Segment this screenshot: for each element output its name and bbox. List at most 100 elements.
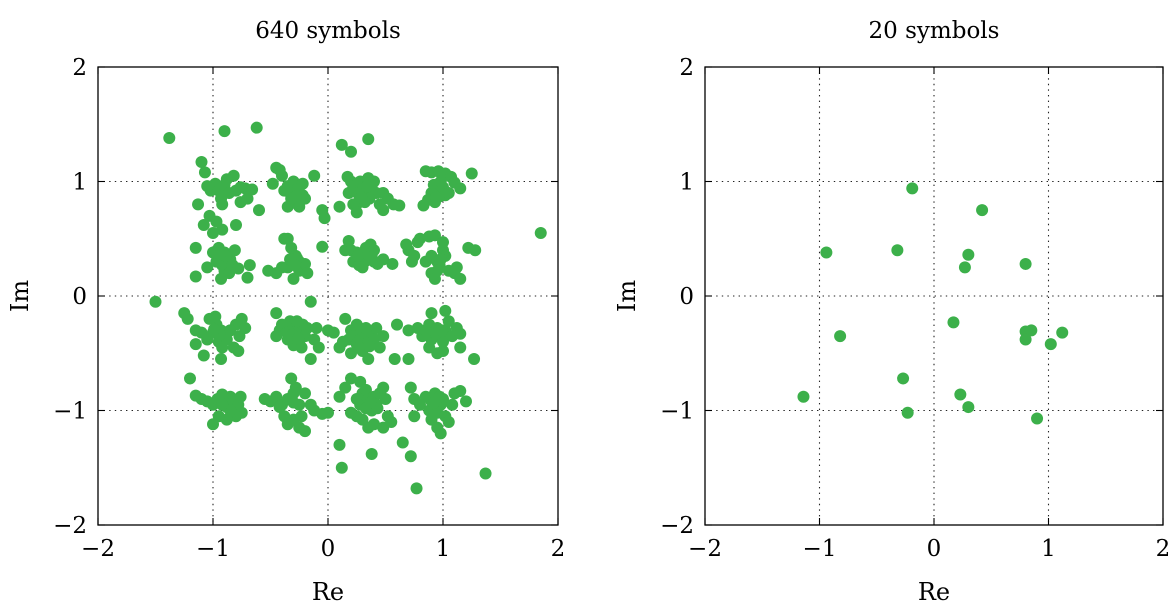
data-point (958, 261, 971, 274)
data-point (266, 177, 279, 190)
data-point (1025, 324, 1038, 337)
data-point (1056, 326, 1069, 339)
data-point (446, 398, 459, 411)
data-point (198, 166, 211, 179)
data-point (181, 312, 194, 325)
data-point (253, 204, 265, 217)
data-point (288, 259, 301, 272)
data-point (391, 318, 403, 331)
scatter-panel-640-symbols: −2 −1 0 1 2 −2 −1 0 1 2 640 symbols Re Im (6, 18, 565, 606)
data-point (149, 295, 162, 308)
data-point (402, 352, 415, 365)
x-tick-label: 1 (1041, 536, 1056, 562)
y-tick-label: 2 (72, 55, 87, 81)
data-point (270, 307, 283, 320)
data-point (479, 467, 492, 480)
x-tick-label: −1 (196, 536, 230, 562)
y-tick-label: −2 (660, 513, 694, 539)
chart-title: 20 symbols (869, 18, 1000, 44)
y-tick-label: 1 (72, 170, 87, 196)
data-point (345, 406, 357, 419)
data-point (454, 182, 467, 195)
data-point (301, 267, 314, 280)
data-point (962, 248, 975, 261)
data-point (220, 173, 233, 186)
data-point (834, 330, 847, 343)
y-tick-label: −1 (660, 399, 694, 425)
data-point (373, 341, 386, 354)
data-point (215, 272, 228, 285)
data-point (388, 352, 401, 365)
data-point (341, 170, 354, 183)
data-point (335, 138, 348, 151)
data-point (218, 125, 231, 138)
data-point (189, 241, 202, 254)
data-point (345, 145, 357, 158)
data-point (299, 425, 311, 438)
y-axis-label: Im (6, 280, 34, 312)
data-point (454, 272, 467, 285)
data-point (163, 131, 176, 144)
data-point (359, 322, 372, 335)
data-point (797, 390, 810, 403)
data-point (450, 261, 463, 274)
data-point (273, 164, 286, 177)
data-point (339, 312, 352, 325)
data-point (434, 253, 447, 266)
data-point (339, 381, 352, 394)
data-point (350, 206, 363, 219)
data-point (184, 372, 196, 385)
data-point (224, 324, 237, 337)
x-tick-label: −2 (688, 536, 722, 562)
data-point (460, 395, 472, 408)
data-point (434, 427, 447, 440)
data-point (327, 326, 340, 339)
data-point (434, 175, 447, 188)
data-point (362, 133, 375, 146)
data-point (442, 415, 455, 428)
data-point (377, 421, 390, 434)
plot-frame (704, 66, 1164, 526)
data-point (469, 244, 482, 257)
data-point (428, 229, 441, 242)
data-point (891, 244, 904, 257)
x-tick-label: 1 (436, 536, 451, 562)
data-point (318, 212, 331, 225)
data-point (411, 236, 424, 249)
data-point (241, 271, 254, 284)
data-point (201, 180, 214, 193)
data-point (333, 390, 346, 403)
data-point (356, 261, 369, 274)
data-point (396, 436, 409, 449)
data-point (386, 257, 399, 270)
data-point (289, 381, 302, 394)
data-point (322, 406, 334, 419)
x-tick-label: 2 (551, 536, 566, 562)
data-point (216, 398, 229, 411)
data-point (232, 344, 245, 357)
y-axis-label: Im (613, 280, 641, 312)
y-tick-label: 0 (72, 284, 87, 310)
data-point (408, 410, 421, 423)
data-point (301, 322, 314, 335)
data-point (241, 192, 254, 205)
data-point (189, 270, 202, 283)
data-point (197, 349, 210, 362)
data-point (355, 191, 368, 204)
data-point (243, 259, 256, 272)
data-point (304, 295, 317, 308)
data-point (310, 322, 323, 335)
data-point (285, 372, 298, 385)
y-tick-label: 0 (679, 284, 694, 310)
y-tick-label: −2 (53, 513, 87, 539)
data-point (365, 448, 378, 461)
data-point (228, 244, 241, 257)
x-axis-label: Re (918, 578, 950, 606)
data-point (292, 332, 305, 345)
data-point (962, 401, 975, 414)
data-point (370, 322, 383, 335)
data-point (1044, 338, 1057, 351)
data-point (362, 352, 375, 365)
data-point (468, 352, 481, 365)
data-point (234, 390, 247, 403)
